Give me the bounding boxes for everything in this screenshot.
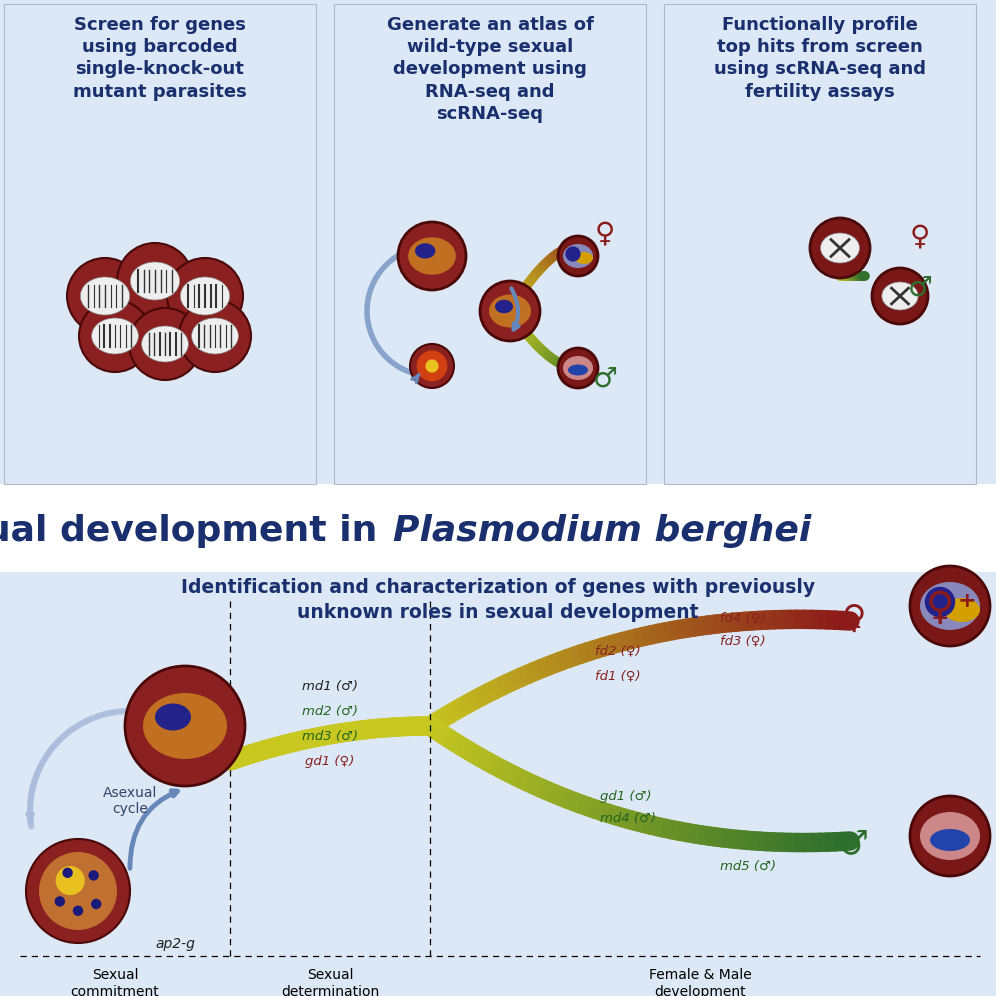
Ellipse shape: [92, 318, 138, 354]
Text: ♂: ♂: [907, 274, 932, 302]
Text: md2 (♂): md2 (♂): [302, 704, 358, 717]
FancyBboxPatch shape: [4, 4, 316, 484]
Circle shape: [167, 258, 243, 334]
Circle shape: [810, 218, 870, 278]
Text: Female & Male
development: Female & Male development: [648, 968, 751, 996]
Ellipse shape: [944, 598, 980, 622]
Ellipse shape: [563, 244, 593, 268]
Ellipse shape: [81, 277, 129, 315]
Ellipse shape: [415, 243, 435, 259]
Circle shape: [79, 300, 151, 372]
Circle shape: [425, 360, 438, 373]
Text: Screen for genes
using barcoded
single-knock-out
mutant parasites: Screen for genes using barcoded single-k…: [73, 16, 247, 101]
Text: md4 (♂): md4 (♂): [600, 812, 656, 825]
Ellipse shape: [575, 252, 593, 264]
Circle shape: [410, 344, 454, 388]
Text: md3 (♂): md3 (♂): [302, 729, 358, 742]
Text: ♀: ♀: [925, 589, 954, 627]
Ellipse shape: [408, 237, 456, 275]
Ellipse shape: [563, 356, 593, 380]
Circle shape: [125, 666, 245, 786]
Circle shape: [925, 587, 955, 618]
FancyBboxPatch shape: [664, 4, 976, 484]
Ellipse shape: [155, 703, 191, 730]
Circle shape: [416, 351, 447, 381]
Text: +: +: [958, 591, 976, 611]
FancyBboxPatch shape: [334, 4, 646, 484]
Circle shape: [129, 308, 201, 380]
Ellipse shape: [141, 326, 188, 362]
Text: Functionally profile
top hits from screen
using scRNA-seq and
fertility assays: Functionally profile top hits from scree…: [714, 16, 926, 101]
FancyBboxPatch shape: [0, 484, 996, 572]
Circle shape: [558, 236, 598, 276]
Text: fd2 (♀): fd2 (♀): [595, 644, 640, 657]
Ellipse shape: [130, 262, 179, 300]
Text: Sexual
commitment: Sexual commitment: [71, 968, 159, 996]
Circle shape: [89, 871, 99, 880]
Circle shape: [56, 867, 85, 895]
Text: fd1 (♀): fd1 (♀): [595, 669, 640, 682]
Ellipse shape: [191, 318, 238, 354]
Text: ♀: ♀: [841, 602, 866, 634]
Circle shape: [39, 852, 117, 930]
Text: ap2-g: ap2-g: [155, 937, 195, 951]
Text: fd3 (♀): fd3 (♀): [720, 634, 766, 647]
Ellipse shape: [568, 365, 588, 375]
Text: ♂: ♂: [838, 828, 868, 861]
Text: gd1 (♀): gd1 (♀): [306, 755, 355, 768]
Ellipse shape: [495, 300, 513, 314]
Circle shape: [117, 243, 193, 319]
Text: ♂: ♂: [593, 365, 618, 393]
Text: gd1 (♂): gd1 (♂): [600, 790, 651, 803]
Text: Identification and characterization of genes with previously
unknown roles in se: Identification and characterization of g…: [181, 578, 815, 622]
Text: ♀: ♀: [909, 222, 930, 250]
Circle shape: [398, 222, 466, 290]
Circle shape: [558, 348, 598, 388]
Circle shape: [63, 868, 73, 878]
Ellipse shape: [489, 295, 531, 328]
Circle shape: [55, 896, 65, 906]
Circle shape: [872, 268, 928, 324]
Circle shape: [91, 898, 102, 909]
Circle shape: [910, 796, 990, 876]
Ellipse shape: [180, 277, 230, 315]
Text: Sexual development in: Sexual development in: [0, 514, 390, 548]
Text: md5 (♂): md5 (♂): [720, 860, 776, 872]
Ellipse shape: [920, 582, 980, 630]
Ellipse shape: [143, 693, 227, 759]
Circle shape: [26, 839, 130, 943]
Ellipse shape: [821, 233, 860, 263]
Text: Asexual
cycle: Asexual cycle: [103, 786, 157, 816]
Circle shape: [73, 905, 84, 916]
Ellipse shape: [881, 282, 918, 310]
Circle shape: [67, 258, 143, 334]
Circle shape: [179, 300, 251, 372]
Circle shape: [480, 281, 540, 341]
Circle shape: [910, 566, 990, 646]
Text: fd4 (♀): fd4 (♀): [720, 612, 766, 624]
Text: ♀: ♀: [595, 219, 616, 247]
Ellipse shape: [920, 812, 980, 860]
Text: Sexual
determination: Sexual determination: [281, 968, 379, 996]
Text: Generate an atlas of
wild-type sexual
development using
RNA-seq and
scRNA-seq: Generate an atlas of wild-type sexual de…: [386, 16, 594, 123]
Text: md1 (♂): md1 (♂): [302, 679, 358, 692]
Ellipse shape: [930, 829, 970, 851]
Text: Plasmodium berghei: Plasmodium berghei: [393, 514, 812, 548]
Circle shape: [566, 246, 581, 262]
